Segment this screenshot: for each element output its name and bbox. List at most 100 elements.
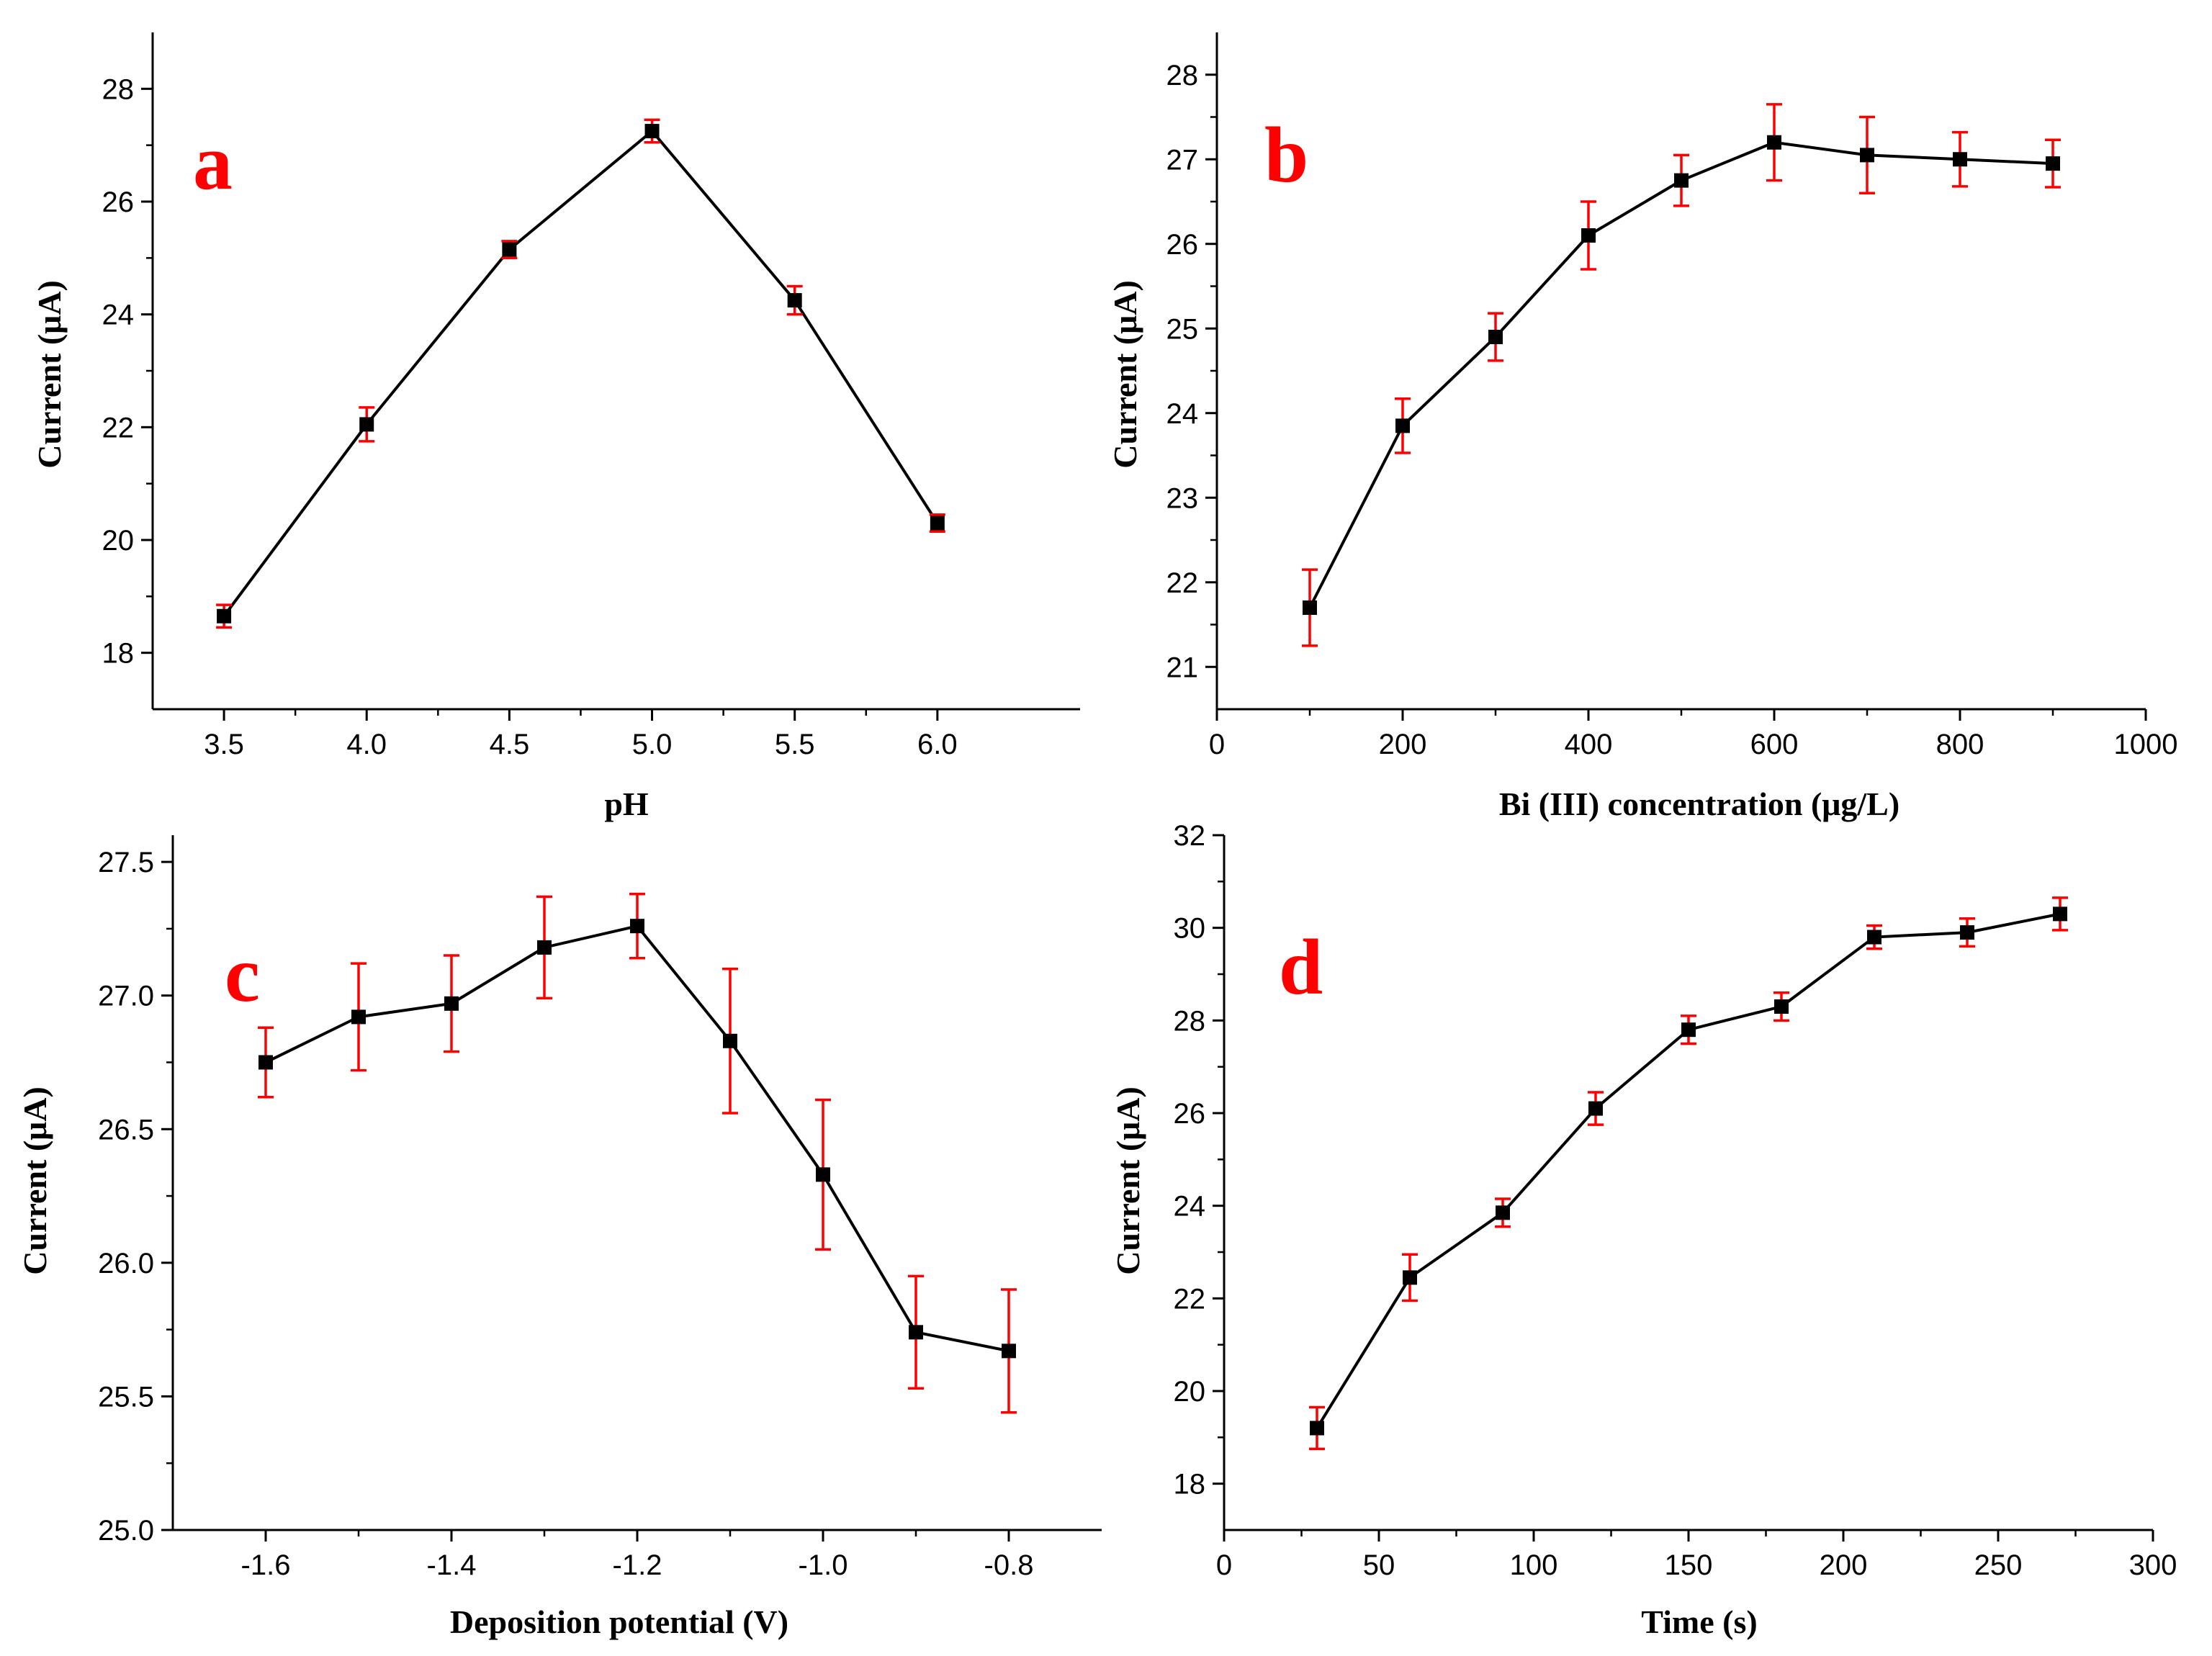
y-tick-label: 24 (1174, 1191, 1206, 1223)
x-tick-label: 5.0 (632, 729, 673, 760)
data-point (359, 417, 374, 432)
data-point (351, 1009, 366, 1025)
x-axis-label-d: Time (s) (1641, 1603, 1757, 1640)
x-tick-label: -1.2 (613, 1549, 662, 1581)
panel-letter-d: d (1279, 923, 1323, 1011)
y-tick-label: 24 (1166, 398, 1199, 430)
x-tick-label: 4.5 (490, 729, 530, 760)
y-tick-label: 27.5 (98, 847, 154, 878)
x-tick-label: 6.0 (917, 729, 958, 760)
data-point (1588, 1101, 1603, 1116)
x-tick-label: 0 (1216, 1549, 1232, 1581)
y-tick-label: 23 (1166, 482, 1199, 514)
data-point (2053, 906, 2067, 922)
data-point (537, 940, 552, 955)
x-tick-label: -0.8 (984, 1549, 1034, 1581)
panel-c: c Deposition potential (V) Current (μA) … (17, 835, 1102, 1640)
data-point (444, 996, 459, 1011)
x-tick-label: -1.6 (241, 1549, 291, 1581)
data-point (1488, 330, 1503, 344)
panel-b: b Bi (III) concentration (μg/L) Current … (1107, 32, 2177, 822)
y-tick-label: 20 (1174, 1376, 1206, 1408)
y-tick-label: 25 (1166, 313, 1199, 345)
data-point (930, 516, 945, 531)
data-point (1581, 228, 1596, 243)
x-tick-label: 800 (1936, 729, 1984, 760)
y-tick-label: 32 (1174, 820, 1206, 852)
data-point (1002, 1344, 1016, 1359)
x-tick-label: 4.0 (346, 729, 387, 760)
x-tick-label: 400 (1565, 729, 1613, 760)
series-line (222, 129, 939, 617)
x-tick-label: 200 (1820, 1549, 1868, 1581)
data-point (787, 293, 802, 308)
y-tick-label: 20 (102, 525, 135, 557)
data-point (258, 1055, 273, 1070)
y-tick-label: 25.0 (98, 1515, 154, 1547)
panel-letter-b: b (1264, 111, 1308, 199)
panel-letter-c: c (225, 930, 260, 1018)
data-point (816, 1167, 830, 1182)
x-tick-label: 50 (1363, 1549, 1395, 1581)
y-tick-label: 26.5 (98, 1114, 154, 1146)
x-axis-label-a: pH (604, 786, 649, 822)
y-tick-label: 18 (102, 638, 135, 670)
x-tick-label: -1.0 (799, 1549, 848, 1581)
y-tick-label: 26 (102, 186, 135, 218)
data-point (1403, 1270, 1417, 1285)
x-tick-label: -1.4 (427, 1549, 477, 1581)
data-point (217, 608, 232, 624)
x-tick-label: 5.5 (775, 729, 815, 760)
data-point (1860, 148, 1874, 163)
y-axis-label-a: Current (μA) (31, 280, 68, 469)
panel-a: a pH Current (μA) 3.5 4.0 4.5 5.0 5.5 6.0 18 20… (31, 32, 1080, 822)
y-tick-label: 27 (1166, 144, 1199, 176)
x-axis-label-b: Bi (III) concentration (μg/L) (1499, 786, 1899, 822)
y-tick-label: 22 (102, 412, 135, 444)
y-tick-label: 28 (102, 73, 135, 105)
y-tick-label: 26.0 (98, 1248, 154, 1279)
x-tick-label: 200 (1379, 729, 1427, 760)
data-point (2046, 156, 2060, 171)
data-point (1310, 1421, 1324, 1436)
data-point (644, 124, 660, 139)
x-tick-label: 1000 (2114, 729, 2178, 760)
y-tick-label: 26 (1166, 229, 1199, 261)
y-tick-label: 24 (102, 300, 135, 331)
data-point (630, 919, 644, 934)
data-point (909, 1325, 923, 1340)
x-tick-label: 100 (1510, 1549, 1558, 1581)
data-point (1953, 152, 1967, 167)
y-tick-label: 28 (1174, 1005, 1206, 1037)
y-tick-label: 22 (1166, 567, 1199, 599)
panel-d: d Time (s) Current (μA) 0 50 100 150 200 250 3… (1110, 820, 2177, 1640)
data-point (1774, 999, 1789, 1014)
x-tick-label: 600 (1750, 729, 1799, 760)
y-axis-label-c: Current (μA) (17, 1086, 53, 1275)
x-tick-label: 150 (1665, 1549, 1713, 1581)
y-tick-label: 27.0 (98, 981, 154, 1012)
data-point (1674, 173, 1689, 188)
y-axis-label-b: Current (μA) (1107, 280, 1143, 469)
y-tick-label: 30 (1174, 913, 1206, 945)
data-point (502, 242, 517, 257)
panel-letter-a: a (193, 118, 233, 206)
x-tick-label: 250 (1974, 1549, 2023, 1581)
data-point (1681, 1022, 1696, 1038)
y-tick-label: 25.5 (98, 1381, 154, 1413)
y-tick-label: 18 (1174, 1469, 1206, 1500)
y-tick-label: 28 (1166, 60, 1199, 91)
x-axis-label-c: Deposition potential (V) (450, 1603, 788, 1640)
y-tick-label: 21 (1166, 652, 1199, 683)
x-tick-label: 300 (2129, 1549, 2177, 1581)
data-point (1960, 925, 1974, 940)
data-point (1395, 418, 1410, 433)
data-point (1496, 1205, 1510, 1220)
y-tick-label: 26 (1174, 1098, 1206, 1130)
y-tick-label: 22 (1174, 1283, 1206, 1315)
x-tick-label: 0 (1209, 729, 1225, 760)
data-point (1867, 930, 1881, 945)
x-tick-label: 3.5 (204, 729, 244, 760)
